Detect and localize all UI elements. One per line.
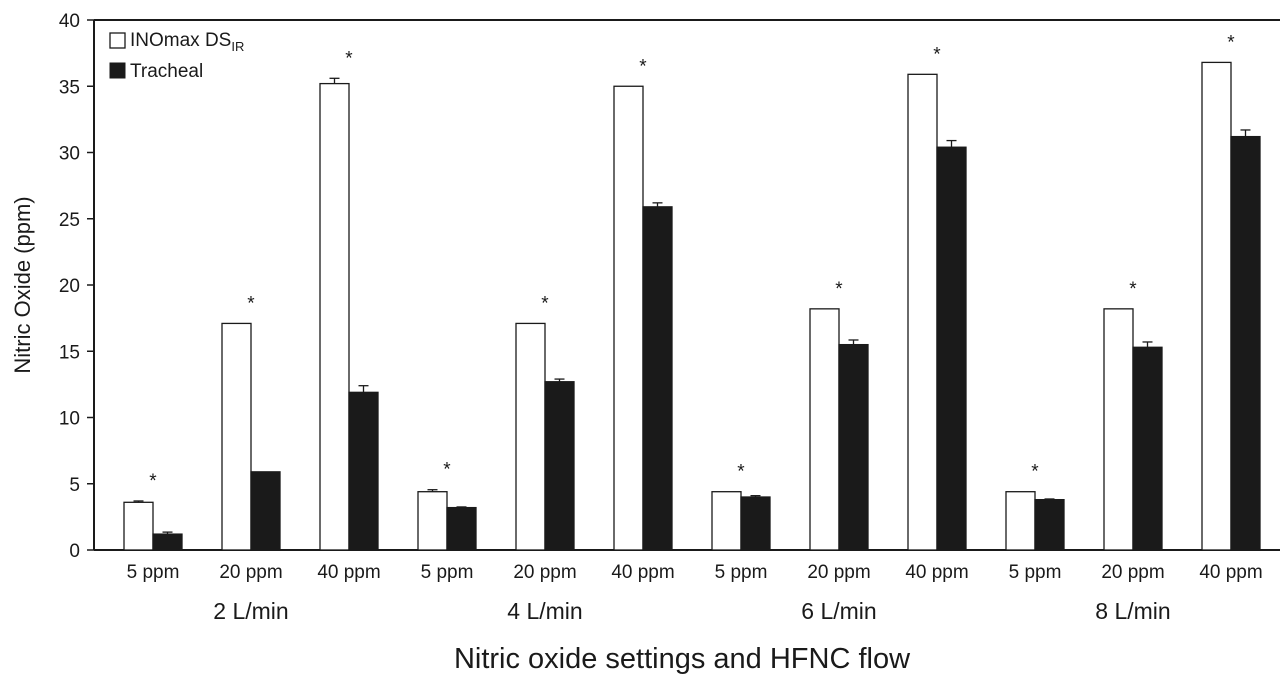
y-tick-label: 20	[59, 276, 80, 297]
bar-inomax	[417, 491, 448, 551]
y-tick-label: 25	[59, 210, 80, 231]
bar-inomax	[1005, 491, 1036, 551]
significance-marker: *	[1031, 462, 1039, 483]
bar-inomax	[809, 308, 840, 551]
x-axis-label: Nitric oxide settings and HFNC flow	[454, 643, 911, 675]
y-tick-label: 0	[69, 541, 80, 562]
y-tick-label: 5	[69, 475, 80, 496]
x-tick-label: 40 ppm	[1199, 562, 1262, 583]
x-tick-label: 20 ppm	[513, 562, 576, 583]
significance-marker: *	[149, 471, 157, 492]
significance-marker: *	[541, 293, 549, 314]
bar-inomax	[1103, 308, 1134, 551]
bar-tracheal	[446, 506, 477, 551]
bar-inomax	[1201, 61, 1232, 551]
legend-label-tracheal: Tracheal	[130, 61, 203, 82]
legend-label-inomax-subscript: IR	[231, 39, 244, 54]
bar-tracheal	[740, 496, 771, 551]
x-tick-label: 40 ppm	[317, 562, 380, 583]
bar-tracheal	[1034, 498, 1065, 551]
legend: INOmax DSIR Tracheal	[109, 30, 244, 82]
significance-marker: *	[737, 462, 745, 483]
bar-tracheal	[936, 146, 967, 551]
bar-tracheal	[1230, 135, 1261, 551]
x-tick-label: 5 ppm	[715, 562, 768, 583]
x-tick-label: 5 ppm	[1009, 562, 1062, 583]
bar-tracheal	[250, 471, 281, 551]
y-tick-label: 15	[59, 342, 80, 363]
significance-marker: *	[933, 44, 941, 65]
bar-inomax	[515, 322, 546, 551]
x-tick-label: 20 ppm	[1101, 562, 1164, 583]
bar-inomax	[907, 73, 938, 551]
group-label: 6 L/min	[801, 598, 876, 624]
y-axis-label: Nitric Oxide (ppm)	[10, 196, 35, 373]
y-tick-label: 35	[59, 77, 80, 98]
bar-tracheal	[348, 391, 379, 551]
y-tick-label: 40	[59, 11, 80, 32]
group-label: 2 L/min	[213, 598, 288, 624]
bar-tracheal	[838, 343, 869, 551]
bar-inomax	[123, 501, 154, 551]
legend-label-inomax-main: INOmax DS	[130, 30, 231, 51]
legend-swatch-inomax	[109, 32, 126, 49]
significance-marker: *	[1129, 279, 1137, 300]
x-tick-label: 5 ppm	[421, 562, 474, 583]
bar-inomax	[711, 491, 742, 551]
bar-tracheal	[544, 381, 575, 551]
x-tick-labels: 5 ppm 20 ppm 40 ppm 5 ppm 20 ppm 40 ppm 5 ppm 2…	[127, 562, 1263, 583]
y-ticks: 0 5 10 15 20 25 30 35 40	[59, 11, 94, 562]
legend-label-inomax: INOmax DSIR	[130, 30, 244, 54]
significance-marker: *	[1227, 32, 1235, 53]
group-label: 4 L/min	[507, 598, 582, 624]
group-label: 8 L/min	[1095, 598, 1170, 624]
significance-marker: *	[345, 48, 353, 69]
bar-tracheal	[642, 206, 673, 551]
x-tick-label: 5 ppm	[127, 562, 180, 583]
bar-tracheal	[1132, 346, 1163, 551]
significance-marker: *	[443, 460, 451, 481]
x-tick-label: 20 ppm	[219, 562, 282, 583]
bar-inomax	[319, 82, 350, 551]
legend-swatch-tracheal	[109, 62, 126, 79]
x-tick-label: 20 ppm	[807, 562, 870, 583]
significance-marker: *	[639, 56, 647, 77]
bars: * * * * * * * * * * * *	[123, 32, 1261, 551]
x-tick-label: 40 ppm	[905, 562, 968, 583]
significance-marker: *	[247, 293, 255, 314]
group-labels: 2 L/min 4 L/min 6 L/min 8 L/min	[213, 598, 1170, 624]
significance-marker: *	[835, 279, 843, 300]
x-tick-label: 40 ppm	[611, 562, 674, 583]
bar-tracheal	[152, 533, 183, 551]
y-tick-label: 10	[59, 409, 80, 430]
y-tick-label: 30	[59, 144, 80, 165]
bar-inomax	[221, 322, 252, 551]
axes	[93, 19, 1280, 551]
bar-inomax	[613, 85, 644, 551]
